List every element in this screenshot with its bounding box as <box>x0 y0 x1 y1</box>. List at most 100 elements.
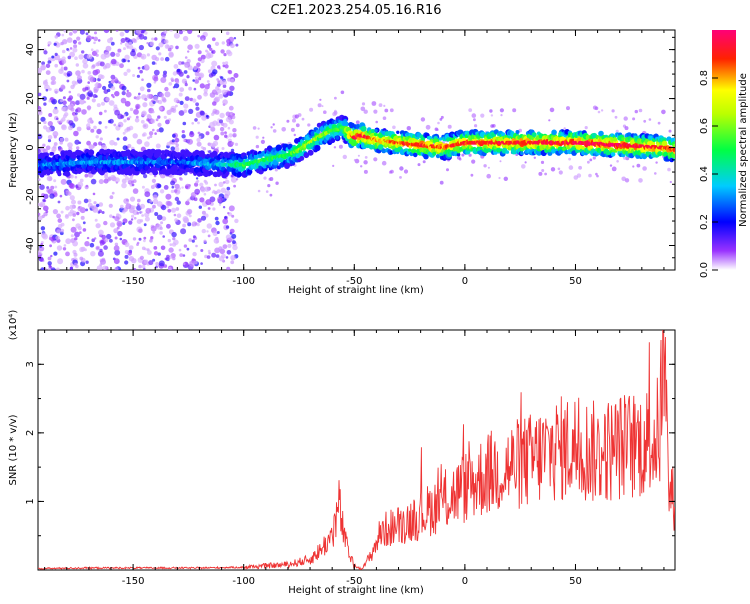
heatmap-cell <box>661 109 666 115</box>
heatmap-cell <box>168 247 174 253</box>
heatmap-cell <box>223 193 229 199</box>
heatmap-cell <box>499 108 504 113</box>
heatmap-cell <box>342 154 347 160</box>
heatmap-cell <box>189 261 196 267</box>
heatmap-cell <box>180 228 187 235</box>
heatmap-cell <box>598 130 604 137</box>
heatmap-cell <box>396 130 400 134</box>
heatmap-cell <box>131 38 137 43</box>
heatmap-cell <box>621 176 626 182</box>
heatmap-cell <box>122 131 126 135</box>
heatmap-cell <box>173 239 179 246</box>
heatmap-cell <box>139 69 143 74</box>
heatmap-cell <box>54 35 59 39</box>
heatmap-cell <box>166 141 171 147</box>
heatmap-cell <box>124 100 131 107</box>
heatmap-cell <box>219 126 225 132</box>
heatmap-cell <box>156 129 160 133</box>
heatmap-cell <box>90 251 96 257</box>
heatmap-cell <box>148 260 154 266</box>
heatmap-cell <box>436 128 439 131</box>
heatmap-cell <box>200 249 204 252</box>
heatmap-cell <box>102 265 107 270</box>
heatmap-cell <box>40 226 46 231</box>
heatmap-cell <box>179 100 184 105</box>
heatmap-cell <box>203 192 207 196</box>
heatmap-cell <box>220 187 227 193</box>
heatmap-cell <box>301 117 305 121</box>
heatmap-cell <box>45 88 49 92</box>
heatmap-cell <box>232 244 238 251</box>
heatmap-cell <box>231 141 235 145</box>
heatmap-cell <box>60 84 66 90</box>
heatmap-cell <box>178 248 182 252</box>
heatmap-cell <box>192 251 197 257</box>
heatmap-x-tick-label: -150 <box>122 276 145 287</box>
heatmap-cell <box>175 207 180 211</box>
heatmap-cell <box>174 218 178 222</box>
heatmap-cell <box>127 59 130 63</box>
heatmap-cell <box>166 254 170 259</box>
heatmap-cell <box>211 112 215 117</box>
heatmap-cell <box>197 34 201 38</box>
heatmap-cell <box>43 120 47 125</box>
heatmap-cell <box>183 244 188 248</box>
heatmap-cell <box>69 51 75 58</box>
heatmap-cell <box>54 52 58 57</box>
heatmap-cell <box>98 111 103 116</box>
heatmap-cell <box>42 64 45 68</box>
heatmap-cell <box>181 78 187 84</box>
snr-y-tick-label: 2 <box>25 430 36 436</box>
heatmap-cell <box>399 176 402 179</box>
heatmap-cell <box>38 215 43 221</box>
heatmap-cell <box>136 211 140 215</box>
heatmap-cell <box>133 96 137 100</box>
heatmap-cell <box>221 89 227 95</box>
heatmap-cell <box>168 82 173 86</box>
heatmap-cell <box>163 185 169 190</box>
heatmap-y-tick-label: -40 <box>25 237 36 253</box>
heatmap-cell <box>56 213 61 219</box>
heatmap-cell <box>77 205 83 212</box>
heatmap-cell <box>374 129 378 133</box>
heatmap-cell <box>182 156 187 160</box>
heatmap-cell <box>186 74 190 78</box>
heatmap-cell <box>219 112 225 119</box>
heatmap-cell <box>133 109 139 115</box>
heatmap-cell <box>131 180 134 184</box>
heatmap-cell <box>174 196 180 202</box>
heatmap-cell <box>77 181 84 188</box>
heatmap-cell <box>160 77 167 83</box>
heatmap-cell <box>212 231 218 237</box>
heatmap-cell <box>60 98 64 103</box>
heatmap-cell <box>57 218 63 223</box>
heatmap-cell <box>69 266 73 270</box>
heatmap-cell <box>316 122 322 128</box>
heatmap-cell <box>111 86 116 91</box>
heatmap-cell <box>648 118 652 121</box>
heatmap-cell <box>149 135 153 139</box>
heatmap-cell <box>121 85 127 91</box>
heatmap-cell <box>164 39 169 44</box>
heatmap-cell <box>204 254 208 259</box>
heatmap-cell <box>207 249 211 253</box>
heatmap-cell <box>272 129 277 133</box>
heatmap-cell <box>468 108 473 112</box>
heatmap-cell <box>626 132 632 138</box>
heatmap-cell <box>641 153 648 160</box>
heatmap-cell <box>124 250 129 254</box>
heatmap-cell <box>176 200 181 205</box>
heatmap-cell <box>66 37 73 43</box>
heatmap-cell <box>153 170 159 175</box>
heatmap-cell <box>82 221 86 225</box>
heatmap-cell <box>163 115 167 119</box>
heatmap-cell <box>446 137 451 142</box>
heatmap-cell <box>218 93 224 99</box>
heatmap-cell <box>562 147 566 151</box>
heatmap-cell <box>147 88 151 93</box>
heatmap-cell <box>549 107 555 113</box>
heatmap-cell <box>45 70 51 75</box>
heatmap-cell <box>422 160 426 164</box>
heatmap-cell <box>65 167 71 172</box>
heatmap-cell <box>85 32 89 36</box>
